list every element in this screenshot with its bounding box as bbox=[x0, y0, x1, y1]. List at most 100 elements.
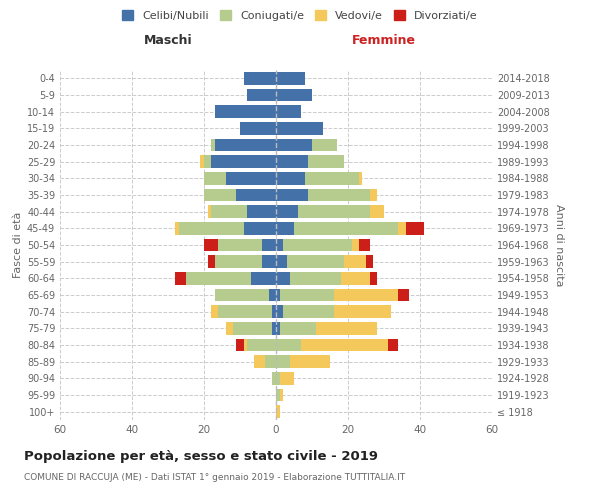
Bar bbox=[204, 172, 226, 184]
Bar bbox=[211, 306, 218, 318]
Bar bbox=[247, 89, 276, 101]
Bar bbox=[359, 239, 370, 251]
Bar bbox=[276, 372, 280, 384]
Bar bbox=[276, 272, 290, 284]
Bar bbox=[352, 239, 359, 251]
Bar bbox=[290, 356, 330, 368]
Bar bbox=[262, 256, 276, 268]
Text: Femmine: Femmine bbox=[352, 34, 416, 48]
Y-axis label: Anni di nascita: Anni di nascita bbox=[554, 204, 563, 286]
Bar bbox=[283, 239, 352, 251]
Bar bbox=[251, 272, 276, 284]
Bar bbox=[276, 222, 294, 234]
Bar bbox=[215, 106, 276, 118]
Bar bbox=[359, 172, 362, 184]
Bar bbox=[211, 206, 247, 218]
Bar bbox=[276, 339, 301, 351]
Bar bbox=[215, 256, 262, 268]
Bar bbox=[370, 188, 377, 201]
Bar bbox=[406, 222, 424, 234]
Bar bbox=[208, 206, 211, 218]
Bar bbox=[334, 306, 391, 318]
Bar bbox=[265, 356, 276, 368]
Bar bbox=[175, 272, 186, 284]
Bar bbox=[254, 356, 265, 368]
Bar bbox=[236, 339, 244, 351]
Bar bbox=[280, 372, 294, 384]
Text: Popolazione per età, sesso e stato civile - 2019: Popolazione per età, sesso e stato civil… bbox=[24, 450, 378, 463]
Legend: Celibi/Nubili, Coniugati/e, Vedovi/e, Divorziati/e: Celibi/Nubili, Coniugati/e, Vedovi/e, Di… bbox=[120, 8, 480, 23]
Bar bbox=[370, 272, 377, 284]
Bar bbox=[200, 156, 204, 168]
Bar bbox=[276, 389, 280, 401]
Bar bbox=[344, 256, 366, 268]
Bar bbox=[301, 339, 388, 351]
Bar bbox=[215, 289, 269, 301]
Bar bbox=[276, 406, 280, 418]
Bar bbox=[244, 72, 276, 85]
Bar bbox=[276, 72, 305, 85]
Bar bbox=[218, 239, 262, 251]
Text: Maschi: Maschi bbox=[143, 34, 193, 48]
Bar bbox=[316, 322, 377, 334]
Bar bbox=[233, 322, 272, 334]
Bar bbox=[276, 306, 283, 318]
Bar bbox=[276, 172, 305, 184]
Bar bbox=[370, 206, 384, 218]
Bar bbox=[308, 156, 344, 168]
Bar bbox=[211, 138, 215, 151]
Bar bbox=[276, 322, 280, 334]
Bar bbox=[208, 256, 215, 268]
Bar bbox=[179, 222, 244, 234]
Bar bbox=[276, 206, 298, 218]
Bar bbox=[215, 138, 276, 151]
Bar bbox=[312, 138, 337, 151]
Bar bbox=[204, 188, 236, 201]
Bar bbox=[280, 389, 283, 401]
Bar bbox=[276, 188, 308, 201]
Bar bbox=[269, 289, 276, 301]
Bar bbox=[226, 322, 233, 334]
Bar bbox=[276, 89, 312, 101]
Bar bbox=[388, 339, 398, 351]
Bar bbox=[334, 289, 398, 301]
Bar bbox=[283, 306, 334, 318]
Bar bbox=[276, 239, 283, 251]
Bar bbox=[276, 122, 323, 134]
Bar bbox=[204, 156, 211, 168]
Bar bbox=[247, 206, 276, 218]
Text: COMUNE DI RACCUJA (ME) - Dati ISTAT 1° gennaio 2019 - Elaborazione TUTTITALIA.IT: COMUNE DI RACCUJA (ME) - Dati ISTAT 1° g… bbox=[24, 472, 405, 482]
Bar bbox=[280, 322, 316, 334]
Bar bbox=[226, 172, 276, 184]
Bar bbox=[398, 289, 409, 301]
Bar bbox=[211, 156, 276, 168]
Bar bbox=[247, 339, 276, 351]
Y-axis label: Fasce di età: Fasce di età bbox=[13, 212, 23, 278]
Bar bbox=[272, 322, 276, 334]
Bar bbox=[272, 306, 276, 318]
Bar bbox=[186, 272, 251, 284]
Bar bbox=[298, 206, 370, 218]
Bar bbox=[204, 239, 218, 251]
Bar bbox=[398, 222, 406, 234]
Bar bbox=[244, 222, 276, 234]
Bar bbox=[276, 156, 308, 168]
Bar bbox=[341, 272, 370, 284]
Bar bbox=[287, 256, 344, 268]
Bar bbox=[276, 356, 290, 368]
Bar bbox=[290, 272, 341, 284]
Bar bbox=[175, 222, 179, 234]
Bar bbox=[236, 188, 276, 201]
Bar bbox=[276, 256, 287, 268]
Bar bbox=[276, 106, 301, 118]
Bar bbox=[294, 222, 398, 234]
Bar bbox=[262, 239, 276, 251]
Bar bbox=[280, 289, 334, 301]
Bar bbox=[366, 256, 373, 268]
Bar bbox=[276, 289, 280, 301]
Bar bbox=[305, 172, 359, 184]
Bar bbox=[276, 138, 312, 151]
Bar bbox=[240, 122, 276, 134]
Bar bbox=[218, 306, 272, 318]
Bar bbox=[272, 372, 276, 384]
